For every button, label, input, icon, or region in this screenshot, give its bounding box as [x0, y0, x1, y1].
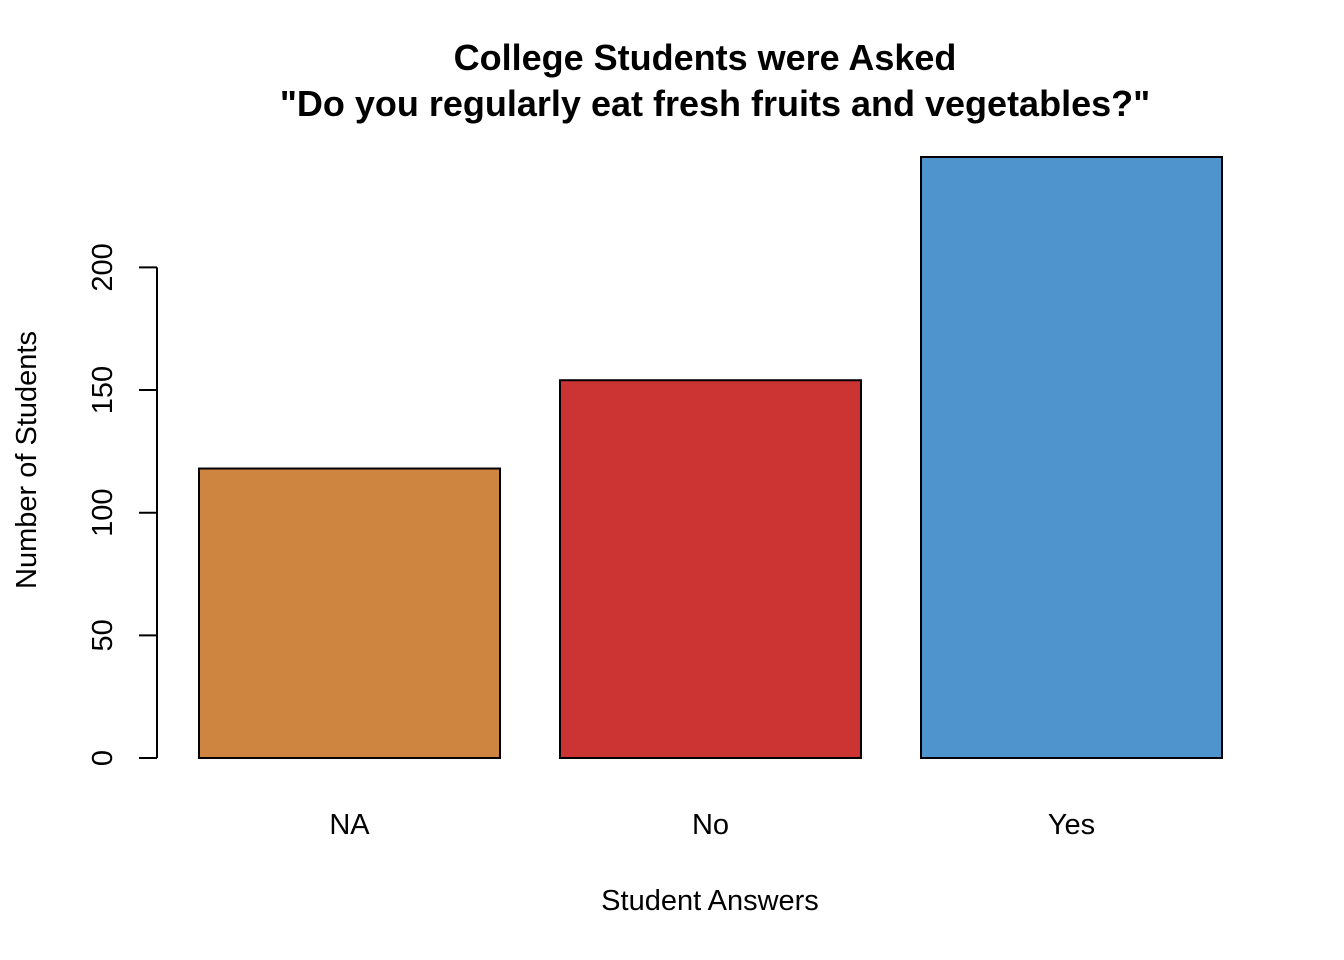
y-axis: 0 50 100 150 200 [87, 243, 158, 766]
chart-title-line-2: "Do you regularly eat fresh fruits and v… [280, 83, 1150, 124]
bar-no [559, 379, 862, 759]
chart-title-line-1: College Students were Asked [454, 37, 957, 78]
y-tick-label-100: 100 [87, 488, 119, 536]
x-tick-label-no: No [692, 809, 729, 841]
bar-yes [920, 156, 1223, 759]
y-tick-label-50: 50 [87, 619, 119, 651]
y-tick-label-0: 0 [87, 750, 119, 766]
x-axis-label: Student Answers [601, 885, 819, 917]
y-tick-label-200: 200 [87, 243, 119, 291]
x-tick-label-yes: Yes [1048, 809, 1095, 841]
x-tick-label-na: NA [329, 809, 370, 841]
y-tick-label-150: 150 [87, 366, 119, 414]
y-axis-label: Number of Students [11, 331, 43, 589]
bars-group [198, 156, 1223, 759]
x-axis-tick-labels: NA No Yes [329, 809, 1095, 841]
bar-na [198, 467, 501, 759]
